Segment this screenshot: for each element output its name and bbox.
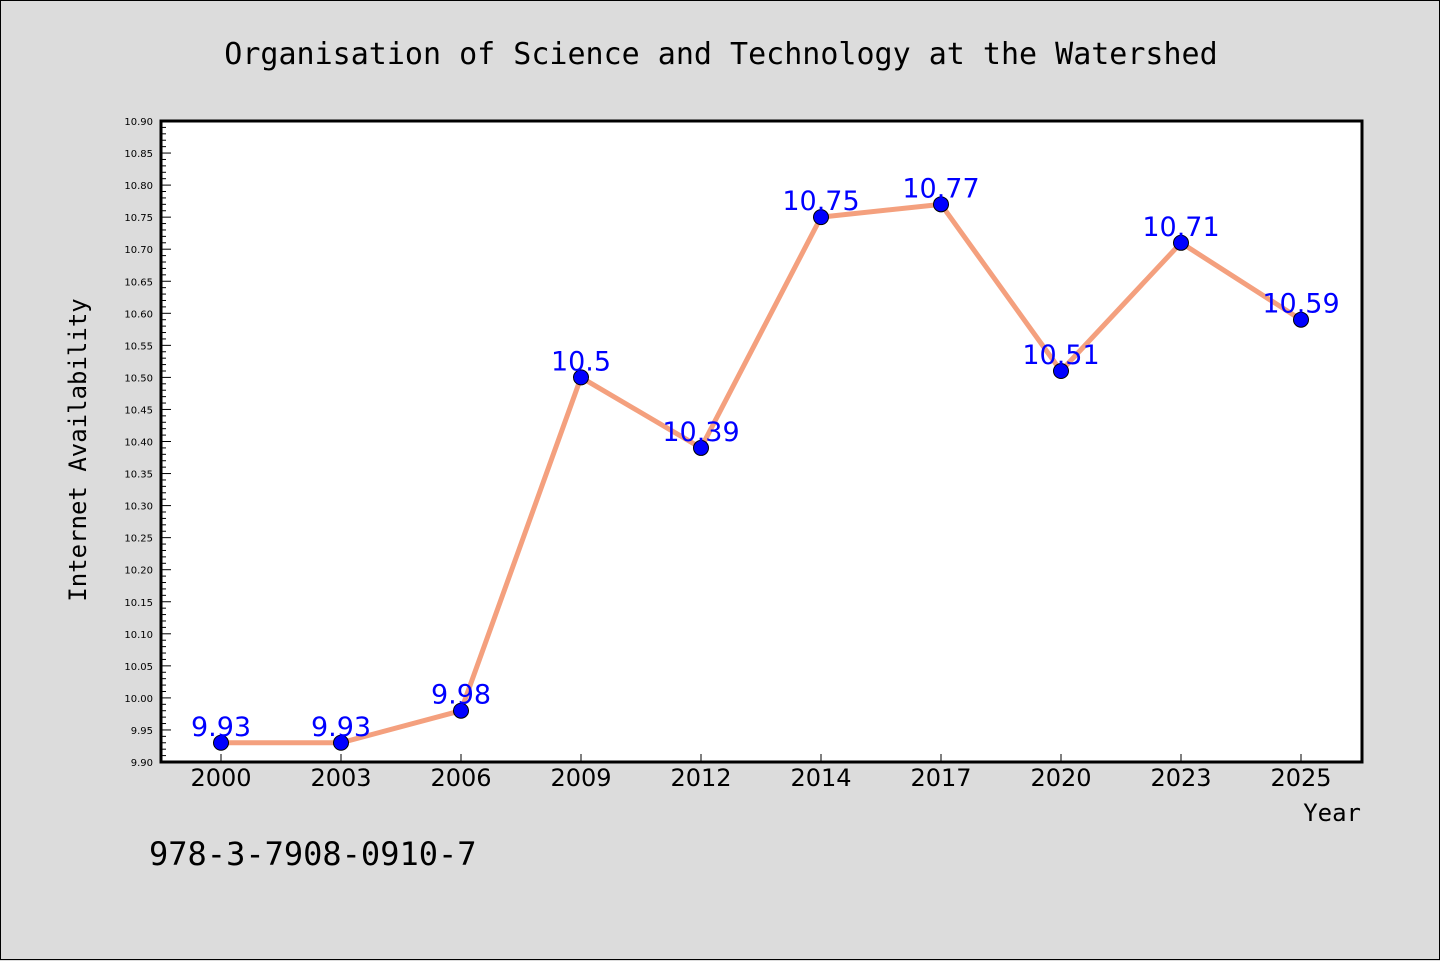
data-point [573, 369, 589, 386]
data-labels: 9.93 9.93 9.98 10.5 10.39 10.75 10.77 10.51 10.7… [191, 173, 1340, 742]
data-point [213, 734, 229, 751]
y-tick-label: 10.45 [124, 405, 153, 416]
data-label: 10.71 [1142, 212, 1219, 243]
data-point [933, 196, 949, 213]
data-label: 9.98 [431, 680, 491, 711]
x-tick-label: 2014 [790, 764, 851, 792]
data-point [1173, 234, 1189, 251]
x-axis-label: Year [1303, 799, 1361, 827]
x-tick-label: 2025 [1270, 764, 1331, 792]
x-tick-label: 2023 [1150, 764, 1211, 792]
data-label: 10.5 [551, 346, 611, 377]
x-tick-label: 2000 [190, 764, 251, 792]
x-tick-label: 2006 [430, 764, 491, 792]
x-tick-label: 2009 [550, 764, 611, 792]
data-label: 10.39 [662, 417, 739, 448]
y-tick-label: 10.05 [124, 662, 153, 673]
y-tick-label: 10.10 [124, 630, 153, 641]
y-tick-label: 10.60 [124, 309, 153, 320]
y-tick-label: 9.95 [131, 726, 153, 737]
series-markers [213, 196, 1309, 751]
y-tick-label: 10.15 [124, 598, 153, 609]
data-point [1053, 362, 1069, 379]
x-tick-label: 2012 [670, 764, 731, 792]
x-tick-label: 2003 [310, 764, 371, 792]
data-label: 10.51 [1022, 340, 1099, 371]
x-tick-label: 2020 [1030, 764, 1091, 792]
data-point [453, 702, 469, 719]
data-label: 10.77 [902, 173, 979, 204]
y-tick-label: 10.40 [124, 438, 153, 449]
y-tick-label: 10.55 [124, 341, 153, 352]
data-point [693, 439, 709, 456]
data-point [813, 209, 829, 226]
x-tick-label: 2017 [910, 764, 971, 792]
y-axis-label: Internet Availability [64, 298, 92, 601]
data-point [333, 734, 349, 751]
y-tick-label: 10.35 [124, 470, 153, 481]
y-tick-label: 10.20 [124, 566, 153, 577]
data-label: 10.75 [782, 186, 859, 217]
y-tick-label: 10.70 [124, 245, 153, 256]
y-tick-label: 10.85 [124, 149, 153, 160]
series-line [221, 201, 1303, 746]
y-tick-label: 10.50 [124, 373, 153, 384]
x-axis: 2000 2003 2006 2009 2012 2014 2017 2020 2023 2025 [190, 754, 1332, 792]
isbn-text: 978-3-7908-0910-7 [149, 835, 477, 873]
y-axis: 9.90 9.95 10.00 10.05 10.10 10.15 10.20 10.25 10… [124, 117, 171, 769]
y-tick-label: 10.90 [124, 117, 153, 128]
data-label: 9.93 [191, 712, 251, 743]
data-point [1293, 311, 1309, 328]
y-tick-label: 10.75 [124, 213, 153, 224]
plot-area [159, 119, 1364, 764]
y-tick-label: 10.65 [124, 277, 153, 288]
y-tick-label: 10.00 [124, 694, 153, 705]
data-label: 10.59 [1262, 289, 1339, 320]
y-tick-label: 10.30 [124, 502, 153, 513]
data-label: 9.93 [311, 712, 371, 743]
y-tick-label: 10.25 [124, 534, 153, 545]
y-tick-label: 10.80 [124, 181, 153, 192]
y-tick-label: 9.90 [131, 758, 153, 769]
chart-title: Organisation of Science and Technology a… [224, 37, 1217, 72]
